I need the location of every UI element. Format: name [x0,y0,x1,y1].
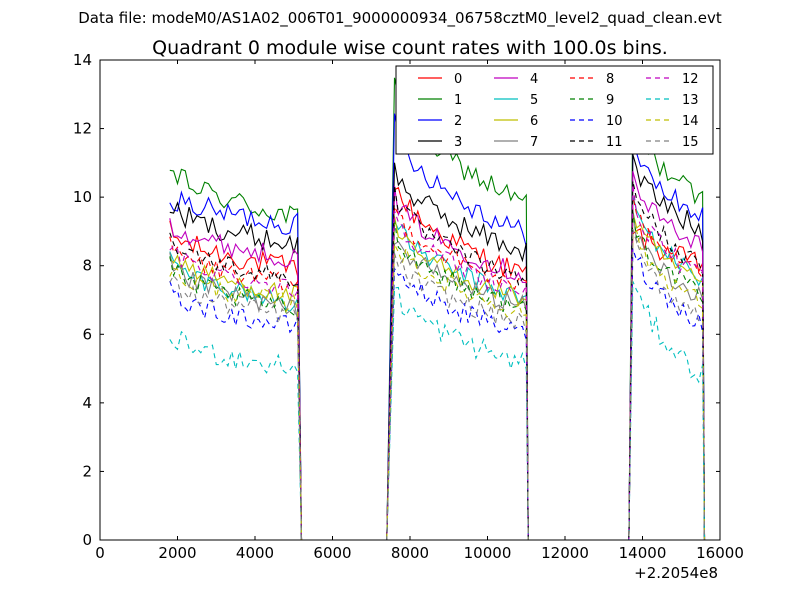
y-tick-label: 2 [82,462,92,480]
legend-label-14: 14 [682,114,699,129]
y-tick-label: 8 [82,257,92,275]
y-tick-label: 4 [82,394,92,412]
legend-label-1: 1 [454,93,462,108]
x-axis: 0 2000 4000 6000 8000 10000 12000 14000 16000 [95,60,744,562]
legend-label-11: 11 [606,135,623,150]
x-tick-label: 16000 [696,544,744,562]
chart-title: Quadrant 0 module wise count rates with … [152,37,668,59]
legend-label-9: 9 [606,93,614,108]
x-tick-label: 12000 [541,544,589,562]
x-tick-label: 2000 [158,544,196,562]
legend-label-10: 10 [606,114,623,129]
x-tick-label: 0 [95,544,105,562]
x-tick-label: 10000 [464,544,512,562]
legend-label-2: 2 [454,114,462,129]
legend-label-3: 3 [454,135,462,150]
series-line-14 [169,230,706,540]
series-line-10 [169,248,706,540]
legend-label-8: 8 [606,72,614,87]
series-line-12 [169,184,706,540]
x-tick-label: 6000 [313,544,351,562]
x-tick-label: 8000 [391,544,429,562]
y-tick-label: 0 [82,531,92,549]
x-tick-label: 14000 [619,544,667,562]
x-offset-label: +2.2054e8 [634,564,718,582]
data-file-label: Data file: modeM0/AS1A02_006T01_90000009… [78,9,722,28]
series-line-6 [169,211,706,540]
series-line-13 [169,281,706,540]
series-line-2 [169,113,706,540]
series-line-8 [169,195,706,540]
y-tick-label: 14 [73,51,92,69]
y-tick-label: 12 [73,120,92,138]
series-line-4 [169,171,706,540]
series-line-0 [169,186,706,540]
legend-label-12: 12 [682,72,699,87]
legend-label-6: 6 [530,114,538,129]
legend-label-15: 15 [682,135,699,150]
y-tick-label: 10 [73,188,92,206]
legend-label-13: 13 [682,93,699,108]
legend-label-0: 0 [454,72,462,87]
legend-label-7: 7 [530,135,538,150]
series-line-3 [169,154,706,540]
legend-label-4: 4 [530,72,538,87]
series-line-15 [169,228,706,540]
series-line-7 [169,207,706,540]
legend-label-5: 5 [530,93,538,108]
x-tick-label: 4000 [236,544,274,562]
y-tick-label: 6 [82,325,92,343]
series-line-11 [169,180,706,540]
legend-box [395,65,714,155]
